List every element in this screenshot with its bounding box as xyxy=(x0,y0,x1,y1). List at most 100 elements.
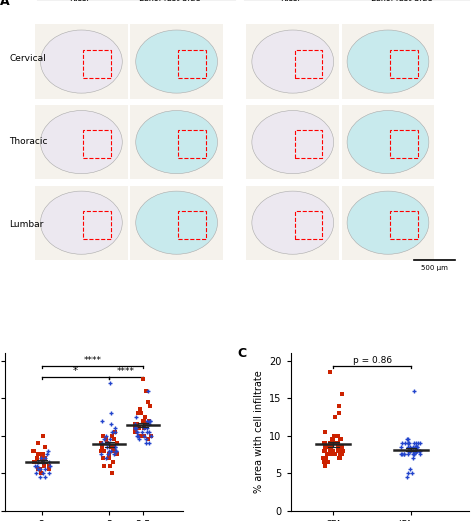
Point xyxy=(34,465,42,474)
Bar xyxy=(390,211,418,239)
Point xyxy=(337,435,345,443)
Point xyxy=(404,469,411,477)
Point xyxy=(40,431,47,440)
Point xyxy=(35,465,42,474)
Point xyxy=(404,443,411,451)
Point xyxy=(46,469,53,477)
Point xyxy=(412,439,420,448)
Point xyxy=(132,424,140,432)
Point xyxy=(140,424,147,432)
Point xyxy=(322,443,329,451)
Point xyxy=(412,443,419,451)
Point xyxy=(102,454,110,462)
Point xyxy=(36,465,44,474)
Bar xyxy=(295,211,322,239)
Point xyxy=(404,439,412,448)
Point xyxy=(411,446,419,455)
Text: ****: **** xyxy=(117,367,135,377)
Point xyxy=(319,454,327,462)
Point xyxy=(410,450,418,458)
Point xyxy=(131,424,138,432)
Point xyxy=(111,443,118,451)
Point xyxy=(404,435,412,443)
Point xyxy=(328,435,336,443)
Ellipse shape xyxy=(252,110,334,173)
Point xyxy=(137,405,144,414)
Point xyxy=(401,439,409,448)
Bar xyxy=(83,49,111,78)
Point xyxy=(331,413,338,421)
Point xyxy=(105,450,113,458)
Point xyxy=(415,446,422,455)
Point xyxy=(34,439,42,448)
Text: Thoracic: Thoracic xyxy=(9,137,48,146)
Point xyxy=(31,458,39,466)
Point xyxy=(132,420,139,429)
Point xyxy=(36,473,44,481)
Point xyxy=(413,446,420,455)
Ellipse shape xyxy=(252,30,334,93)
Point xyxy=(133,420,140,429)
Bar xyxy=(341,185,434,260)
Point xyxy=(398,439,406,448)
Point xyxy=(107,409,115,417)
Point xyxy=(98,416,106,425)
Point xyxy=(41,473,48,481)
Point xyxy=(412,446,420,455)
Point xyxy=(331,450,339,458)
Point xyxy=(98,443,106,451)
Point xyxy=(108,431,115,440)
Point xyxy=(326,368,334,376)
Point xyxy=(332,431,340,440)
Point xyxy=(41,465,49,474)
Point xyxy=(45,465,53,474)
Point xyxy=(142,420,149,429)
Point xyxy=(410,450,417,458)
Point xyxy=(321,446,328,455)
Point xyxy=(143,416,151,425)
Point xyxy=(109,458,117,466)
Bar xyxy=(35,24,128,98)
Point xyxy=(108,428,116,436)
Point xyxy=(112,428,119,436)
Point xyxy=(337,390,345,399)
Point xyxy=(39,450,46,458)
Point xyxy=(140,416,148,425)
Point xyxy=(147,431,155,440)
Point xyxy=(332,439,339,448)
Point xyxy=(110,450,118,458)
Ellipse shape xyxy=(347,191,429,254)
Point xyxy=(146,416,153,425)
Point xyxy=(144,435,152,443)
Point xyxy=(399,450,406,458)
Point xyxy=(108,443,115,451)
Point xyxy=(334,446,342,455)
Point xyxy=(334,439,341,448)
Point xyxy=(321,462,328,470)
Point xyxy=(323,450,330,458)
Point xyxy=(136,431,143,440)
Point xyxy=(142,413,149,421)
Point xyxy=(330,431,338,440)
Point xyxy=(34,450,41,458)
Point xyxy=(337,446,344,455)
Point xyxy=(416,439,424,448)
Ellipse shape xyxy=(136,191,218,254)
Point xyxy=(131,428,139,436)
Point xyxy=(323,454,330,462)
Y-axis label: % area with cell infiltrate: % area with cell infiltrate xyxy=(254,370,264,493)
Point xyxy=(412,443,419,451)
Point xyxy=(103,439,111,448)
Point xyxy=(140,416,147,425)
Point xyxy=(411,443,419,451)
Point xyxy=(100,446,108,455)
Point xyxy=(39,469,46,477)
Point xyxy=(410,443,417,451)
Ellipse shape xyxy=(252,191,334,254)
Point xyxy=(111,424,118,432)
Point xyxy=(133,431,140,440)
Point xyxy=(409,469,416,477)
Ellipse shape xyxy=(136,30,218,93)
Point xyxy=(337,454,344,462)
Point xyxy=(329,446,337,455)
